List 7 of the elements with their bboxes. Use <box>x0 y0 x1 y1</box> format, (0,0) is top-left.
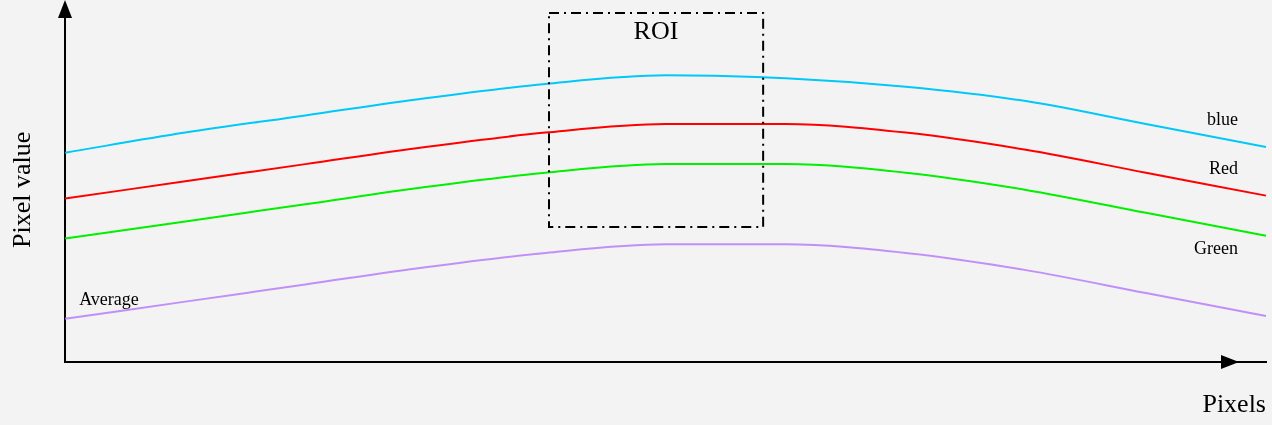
y-axis-title: Pixel value <box>7 131 37 249</box>
series-label: Red <box>1209 157 1238 178</box>
text: ROI <box>632 16 680 46</box>
series-label: Green <box>1194 237 1238 258</box>
series-label: Average <box>79 288 139 309</box>
series-label: blue <box>1207 108 1238 129</box>
x-axis-title: Pixels <box>1202 389 1266 419</box>
